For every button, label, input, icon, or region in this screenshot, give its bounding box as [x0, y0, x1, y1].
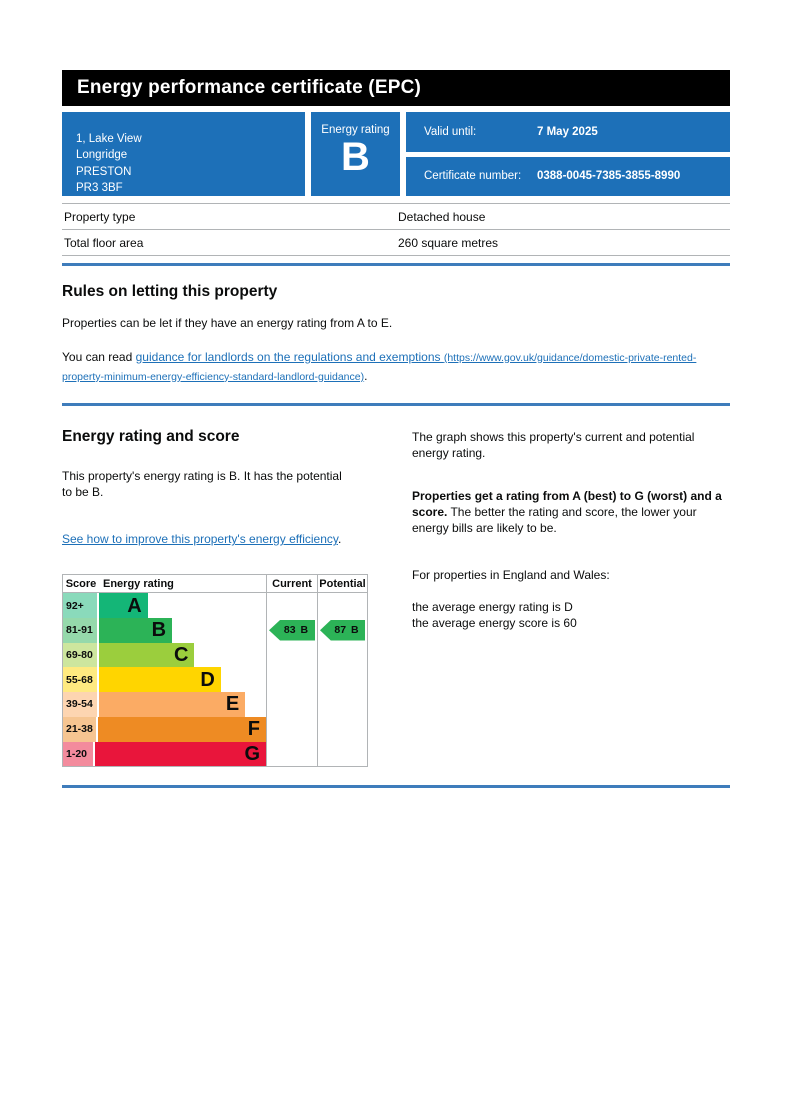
average-rating-line: the average energy rating is D: [412, 600, 573, 615]
current-rating-arrow-letter: B: [300, 624, 309, 637]
certificate-number-box: Certificate number: 0388-0045-7385-3855-…: [406, 156, 730, 196]
chart-header-current: Current: [266, 575, 317, 593]
address-line: Longridge: [76, 149, 128, 162]
current-rating-arrow-score: 83: [283, 624, 296, 637]
improve-paragraph: See how to improve this property's energ…: [62, 532, 347, 548]
table-row: Property type Detached house: [62, 203, 730, 230]
band-score-range: 81-91: [63, 618, 97, 643]
potential-rating-arrow: 87 B: [320, 620, 365, 641]
band-score-range: 39-54: [63, 692, 97, 717]
letting-rules-heading: Rules on letting this property: [62, 283, 278, 300]
fact-label: Total floor area: [62, 229, 396, 256]
energy-rating-heading: Energy rating and score: [62, 428, 240, 446]
rating-bands: 92+ A 81-91 B 69-80 C 55-68 D 39-54 E 21-38 F 1-20 G: [63, 593, 266, 767]
fact-value: 260 square metres: [396, 229, 730, 256]
valid-until-label: Valid until:: [424, 125, 477, 138]
landlord-guidance-link[interactable]: guidance for landlords on the regulation…: [62, 350, 696, 383]
energy-rating-box: Energy rating B: [311, 112, 400, 196]
address-line: 1, Lake View: [76, 133, 142, 145]
certificate-number-value: 0388-0045-7385-3855-8990: [537, 170, 681, 183]
validity-column: Valid until: 7 May 2025 Certificate numb…: [406, 112, 730, 196]
band-bar-e: E: [99, 692, 246, 717]
band-row-c: 69-80 C: [63, 642, 266, 668]
chart-header-potential: Potential: [317, 575, 367, 593]
chart-header-score: Score: [65, 577, 97, 590]
property-facts-table: Property type Detached house Total floor…: [62, 203, 730, 256]
band-row-a: 92+ A: [63, 593, 266, 619]
energy-rating-label: Energy rating: [321, 124, 390, 136]
band-score-range: 92+: [63, 593, 97, 619]
improve-efficiency-link[interactable]: See how to improve this property's energ…: [62, 532, 338, 547]
address-line: PR3 3BF: [76, 181, 123, 194]
guidance-text-prefix: You can read: [62, 349, 136, 364]
fact-label: Property type: [62, 203, 396, 230]
certificate-number-label: Certificate number:: [424, 170, 522, 183]
band-score-range: 21-38: [63, 716, 97, 742]
landlord-guidance-link-url: (https://www.gov.uk/guidance/domestic-pr…: [62, 351, 697, 383]
band-bar-b: B: [99, 618, 173, 643]
epc-document: Energy performance certificate (EPC) 1, …: [62, 70, 730, 789]
landlord-guidance-link-text: guidance for landlords on the regulation…: [135, 349, 441, 364]
band-row-e: 39-54 E: [63, 692, 266, 717]
current-rating-arrow: 83 B: [269, 620, 315, 641]
rating-section-left-column: Energy rating and score This property's …: [62, 428, 402, 768]
england-wales-paragraph: For properties in England and Wales:: [412, 568, 610, 583]
chart-header-rating: Energy rating: [103, 577, 174, 590]
section-divider: [62, 785, 730, 789]
potential-rating-column: 87 B: [317, 593, 367, 767]
current-rating-column: 83 B: [266, 593, 317, 767]
average-score-line: the average energy score is 60: [412, 616, 577, 631]
chart-body: 92+ A 81-91 B 69-80 C 55-68 D 39-54 E 21-38 F 1-20 G …: [63, 593, 367, 767]
band-bar-c: C: [99, 642, 195, 668]
energy-rating-chart: Score Energy rating Current Potential 92…: [62, 574, 368, 768]
table-row: Total floor area 260 square metres: [62, 229, 730, 256]
rating-intro-paragraph: This property's energy rating is B. It h…: [62, 469, 342, 500]
band-row-f: 21-38 F: [63, 716, 266, 742]
band-score-range: 1-20: [63, 741, 94, 767]
page-title: Energy performance certificate (EPC): [77, 77, 422, 98]
letting-rules-paragraph: Properties can be let if they have an en…: [62, 316, 393, 330]
valid-until-value: 7 May 2025: [537, 125, 598, 138]
band-row-g: 1-20 G: [63, 741, 266, 767]
property-address: 1, Lake View Longridge PRESTON PR3 3BF: [62, 112, 305, 196]
band-bar-d: D: [99, 667, 221, 693]
band-row-b: 81-91 B: [63, 618, 266, 643]
energy-rating-section: Energy rating and score This property's …: [62, 428, 730, 768]
band-bar-a: A: [99, 593, 148, 619]
energy-rating-value: B: [341, 135, 370, 179]
valid-until-box: Valid until: 7 May 2025: [406, 112, 730, 152]
band-row-d: 55-68 D: [63, 667, 266, 693]
improve-link-suffix: .: [337, 532, 342, 547]
band-score-range: 69-80: [63, 642, 97, 668]
potential-rating-arrow-score: 87: [334, 624, 347, 637]
fact-value: Detached house: [396, 203, 730, 230]
graph-description-paragraph: The graph shows this property's current …: [412, 430, 695, 461]
certificate-summary: 1, Lake View Longridge PRESTON PR3 3BF E…: [62, 112, 730, 196]
average-rating-lines: the average energy rating is D the avera…: [412, 600, 730, 632]
letting-guidance-paragraph: You can read guidance for landlords on t…: [62, 348, 730, 386]
band-bar-f: F: [98, 716, 266, 742]
section-divider: [62, 263, 730, 266]
band-score-range: 55-68: [63, 667, 97, 693]
rating-explanation-paragraph: Properties get a rating from A (best) to…: [412, 489, 730, 537]
rating-explanation-rest: The better the rating and score, the low…: [412, 505, 697, 536]
rating-section-right-column: The graph shows this property's current …: [412, 428, 730, 767]
chart-header-row: Score Energy rating Current Potential: [63, 575, 367, 594]
guidance-text-suffix: .: [364, 368, 368, 383]
potential-rating-arrow-letter: B: [351, 624, 359, 637]
address-line: PRESTON: [76, 165, 132, 178]
document-title-bar: Energy performance certificate (EPC): [62, 70, 730, 106]
band-bar-g: G: [95, 741, 266, 767]
rating-explanation-bold: Properties get a rating from A (best) to…: [412, 489, 722, 520]
section-divider: [62, 403, 730, 407]
